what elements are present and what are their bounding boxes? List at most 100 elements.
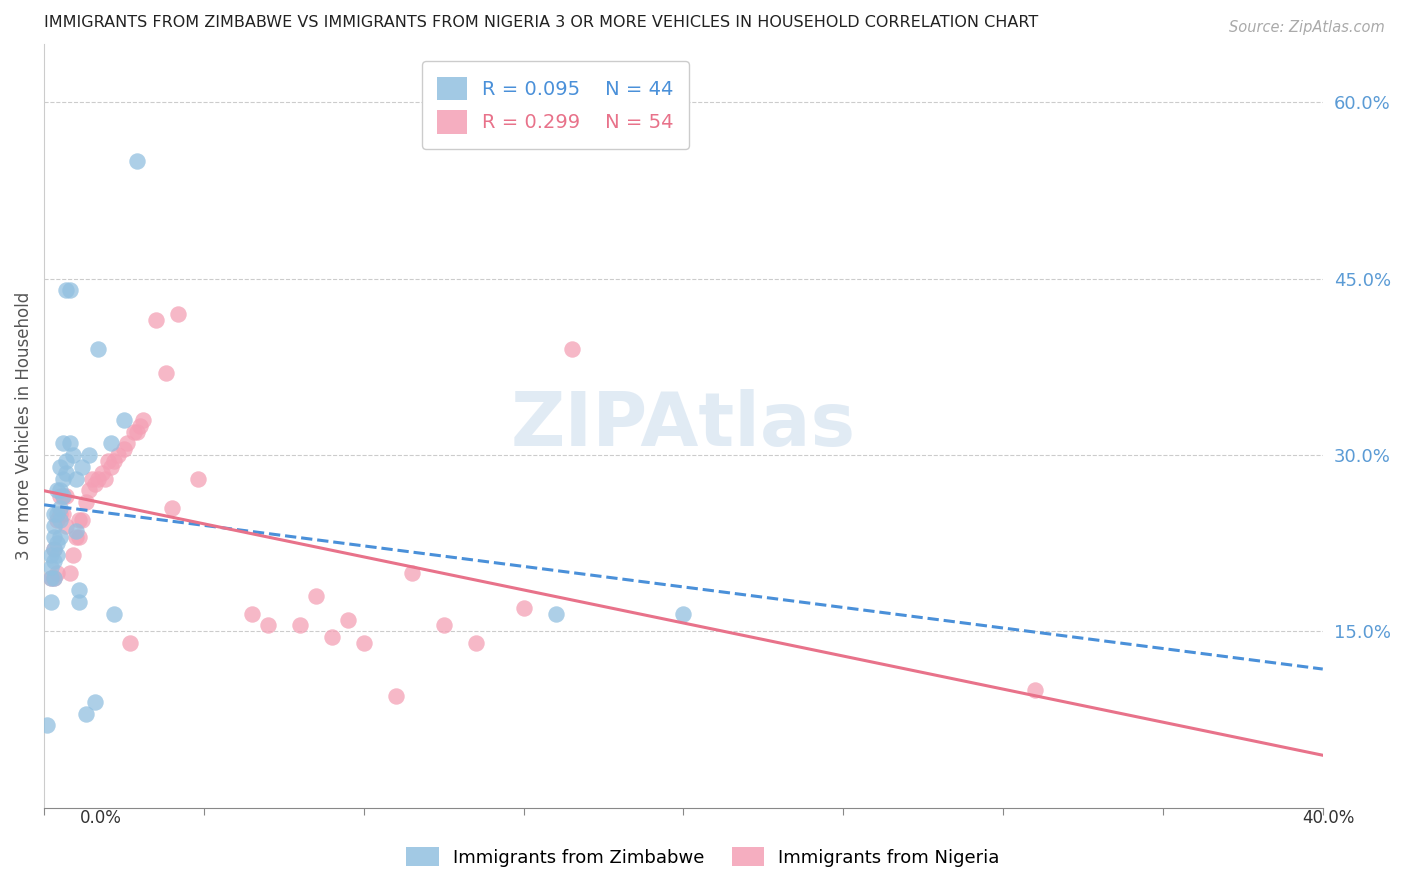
Point bbox=[49, 507, 72, 521]
Point bbox=[125, 425, 148, 439]
Point bbox=[87, 343, 110, 357]
Point bbox=[52, 436, 75, 450]
Point bbox=[49, 459, 72, 474]
Point bbox=[97, 454, 120, 468]
Point bbox=[49, 483, 72, 498]
Point bbox=[49, 489, 72, 503]
Point bbox=[77, 448, 100, 462]
Point bbox=[45, 513, 67, 527]
Point bbox=[42, 507, 65, 521]
Point bbox=[84, 695, 107, 709]
Point bbox=[52, 489, 75, 503]
Point bbox=[167, 307, 190, 321]
Point bbox=[122, 425, 145, 439]
Point bbox=[59, 284, 82, 298]
Point bbox=[67, 583, 90, 598]
Point bbox=[67, 595, 90, 609]
Point bbox=[55, 518, 77, 533]
Point bbox=[49, 500, 72, 515]
Point bbox=[39, 595, 62, 609]
Point bbox=[107, 448, 129, 462]
Point bbox=[42, 542, 65, 557]
Point bbox=[75, 495, 97, 509]
Point bbox=[75, 706, 97, 721]
Point bbox=[55, 284, 77, 298]
Point bbox=[464, 636, 486, 650]
Point bbox=[55, 454, 77, 468]
Point bbox=[55, 489, 77, 503]
Point bbox=[288, 618, 311, 632]
Point bbox=[125, 154, 148, 169]
Point bbox=[49, 530, 72, 544]
Point bbox=[42, 571, 65, 585]
Point bbox=[90, 466, 112, 480]
Point bbox=[512, 600, 534, 615]
Point bbox=[84, 477, 107, 491]
Point bbox=[59, 566, 82, 580]
Point bbox=[112, 413, 135, 427]
Point bbox=[433, 618, 456, 632]
Text: 0.0%: 0.0% bbox=[80, 809, 122, 827]
Point bbox=[72, 513, 94, 527]
Point bbox=[103, 454, 125, 468]
Point bbox=[45, 566, 67, 580]
Point bbox=[65, 524, 87, 539]
Point bbox=[42, 530, 65, 544]
Point bbox=[672, 607, 695, 621]
Point bbox=[115, 436, 138, 450]
Point bbox=[187, 471, 209, 485]
Point bbox=[37, 718, 59, 732]
Point bbox=[87, 471, 110, 485]
Point bbox=[100, 459, 122, 474]
Point bbox=[112, 442, 135, 457]
Point bbox=[100, 436, 122, 450]
Legend: Immigrants from Zimbabwe, Immigrants from Nigeria: Immigrants from Zimbabwe, Immigrants fro… bbox=[399, 840, 1007, 874]
Point bbox=[62, 548, 84, 562]
Point bbox=[145, 313, 167, 327]
Point bbox=[353, 636, 375, 650]
Point bbox=[49, 513, 72, 527]
Point bbox=[52, 489, 75, 503]
Point bbox=[39, 559, 62, 574]
Text: IMMIGRANTS FROM ZIMBABWE VS IMMIGRANTS FROM NIGERIA 3 OR MORE VEHICLES IN HOUSEH: IMMIGRANTS FROM ZIMBABWE VS IMMIGRANTS F… bbox=[44, 15, 1039, 30]
Point bbox=[39, 571, 62, 585]
Point bbox=[65, 530, 87, 544]
Legend: R = 0.095    N = 44, R = 0.299    N = 54: R = 0.095 N = 44, R = 0.299 N = 54 bbox=[422, 61, 689, 149]
Point bbox=[257, 618, 280, 632]
Text: 40.0%: 40.0% bbox=[1302, 809, 1355, 827]
Text: Source: ZipAtlas.com: Source: ZipAtlas.com bbox=[1229, 20, 1385, 35]
Point bbox=[103, 607, 125, 621]
Point bbox=[42, 518, 65, 533]
Y-axis label: 3 or more Vehicles in Household: 3 or more Vehicles in Household bbox=[15, 292, 32, 560]
Point bbox=[72, 459, 94, 474]
Point bbox=[52, 471, 75, 485]
Point bbox=[401, 566, 423, 580]
Point bbox=[77, 483, 100, 498]
Point bbox=[42, 542, 65, 557]
Point bbox=[42, 571, 65, 585]
Point bbox=[67, 530, 90, 544]
Point bbox=[39, 571, 62, 585]
Point bbox=[39, 548, 62, 562]
Point bbox=[305, 589, 328, 603]
Point bbox=[336, 613, 359, 627]
Point bbox=[62, 448, 84, 462]
Point bbox=[59, 436, 82, 450]
Point bbox=[45, 507, 67, 521]
Point bbox=[129, 418, 152, 433]
Point bbox=[55, 466, 77, 480]
Point bbox=[52, 507, 75, 521]
Point bbox=[1024, 683, 1046, 698]
Point bbox=[120, 636, 142, 650]
Point bbox=[321, 630, 343, 644]
Point bbox=[384, 689, 406, 703]
Point bbox=[132, 413, 155, 427]
Point bbox=[80, 471, 103, 485]
Point bbox=[94, 471, 117, 485]
Point bbox=[45, 548, 67, 562]
Point bbox=[45, 536, 67, 550]
Point bbox=[155, 366, 177, 380]
Point bbox=[544, 607, 567, 621]
Point bbox=[65, 471, 87, 485]
Point bbox=[160, 500, 183, 515]
